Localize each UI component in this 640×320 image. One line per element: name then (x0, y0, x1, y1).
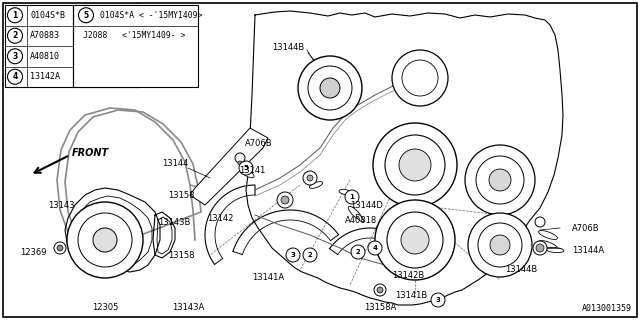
Text: J2088   <'15MY1409- >: J2088 <'15MY1409- > (83, 31, 186, 40)
Circle shape (465, 145, 535, 215)
Text: 13144: 13144 (162, 158, 188, 167)
Circle shape (281, 196, 289, 204)
Circle shape (374, 284, 386, 296)
Text: 0104S*A < -'15MY1409>: 0104S*A < -'15MY1409> (100, 11, 202, 20)
Circle shape (535, 217, 545, 227)
Circle shape (478, 223, 522, 267)
Circle shape (235, 153, 245, 163)
Circle shape (373, 123, 457, 207)
Circle shape (375, 200, 455, 280)
Text: 13142A: 13142A (30, 72, 60, 81)
Circle shape (468, 213, 532, 277)
Circle shape (387, 212, 443, 268)
Text: A013001359: A013001359 (582, 304, 632, 313)
Text: 12369: 12369 (20, 247, 47, 257)
Circle shape (490, 235, 510, 255)
Circle shape (401, 226, 429, 254)
Text: 13142: 13142 (207, 213, 233, 222)
Circle shape (93, 228, 117, 252)
Text: 13144A: 13144A (572, 245, 604, 254)
Circle shape (308, 66, 352, 110)
Circle shape (286, 248, 300, 262)
Polygon shape (190, 128, 268, 205)
Text: 4: 4 (12, 72, 18, 81)
Circle shape (54, 242, 66, 254)
Text: 5: 5 (244, 165, 248, 171)
Circle shape (392, 50, 448, 106)
Circle shape (57, 245, 63, 251)
Text: 13144D: 13144D (350, 201, 383, 210)
Text: 13143A: 13143A (172, 303, 204, 313)
Circle shape (8, 49, 22, 64)
Text: 2: 2 (308, 252, 312, 258)
Text: FRONT: FRONT (72, 148, 109, 158)
Text: 13158: 13158 (168, 190, 195, 199)
Polygon shape (356, 214, 364, 222)
Text: 2: 2 (12, 31, 18, 40)
Circle shape (399, 149, 431, 181)
Circle shape (476, 156, 524, 204)
Text: 13158: 13158 (168, 251, 195, 260)
Circle shape (351, 245, 365, 259)
Text: 1: 1 (349, 194, 355, 200)
Polygon shape (546, 247, 564, 252)
Circle shape (385, 135, 445, 195)
Polygon shape (309, 182, 323, 188)
Circle shape (377, 287, 383, 293)
Circle shape (239, 161, 253, 175)
Bar (5, 5, 140, 87)
Text: 5: 5 (83, 11, 88, 20)
Circle shape (536, 244, 544, 252)
Text: 13143: 13143 (48, 201, 74, 210)
Text: 4: 4 (372, 245, 378, 251)
Circle shape (402, 60, 438, 96)
Text: A706B: A706B (245, 139, 273, 148)
Polygon shape (538, 241, 557, 249)
Polygon shape (348, 206, 362, 220)
Circle shape (303, 248, 317, 262)
Circle shape (320, 78, 340, 98)
Circle shape (368, 241, 382, 255)
Text: 12305: 12305 (92, 303, 118, 313)
Text: 13141A: 13141A (252, 274, 284, 283)
Text: A706B: A706B (572, 223, 600, 233)
Text: 13141: 13141 (239, 165, 265, 174)
Polygon shape (538, 231, 557, 239)
Circle shape (533, 241, 547, 255)
Circle shape (307, 175, 313, 181)
Bar (73, 5, 198, 87)
Circle shape (303, 171, 317, 185)
Text: A40810: A40810 (30, 52, 60, 61)
Circle shape (8, 8, 22, 23)
Text: 13158A: 13158A (364, 302, 396, 311)
Circle shape (345, 190, 359, 204)
Circle shape (8, 69, 22, 84)
Circle shape (277, 192, 293, 208)
Text: 3: 3 (12, 52, 18, 61)
Text: 0104S*B: 0104S*B (30, 11, 65, 20)
Text: 3: 3 (436, 297, 440, 303)
Circle shape (67, 202, 143, 278)
Polygon shape (240, 168, 254, 178)
Circle shape (238, 161, 242, 165)
Polygon shape (339, 189, 351, 195)
Text: 13144B: 13144B (272, 43, 304, 52)
Circle shape (489, 169, 511, 191)
Text: A40818: A40818 (345, 215, 377, 225)
Text: 13143B: 13143B (158, 218, 190, 227)
Text: 3: 3 (291, 252, 296, 258)
Text: 1: 1 (12, 11, 18, 20)
Circle shape (431, 293, 445, 307)
Circle shape (78, 213, 132, 267)
Text: 2: 2 (356, 249, 360, 255)
Circle shape (298, 56, 362, 120)
Text: 13144B: 13144B (505, 266, 537, 275)
Circle shape (8, 28, 22, 43)
Text: 13142B: 13142B (392, 270, 424, 279)
Circle shape (79, 8, 93, 23)
Text: A70883: A70883 (30, 31, 60, 40)
Text: 13141B: 13141B (395, 291, 428, 300)
